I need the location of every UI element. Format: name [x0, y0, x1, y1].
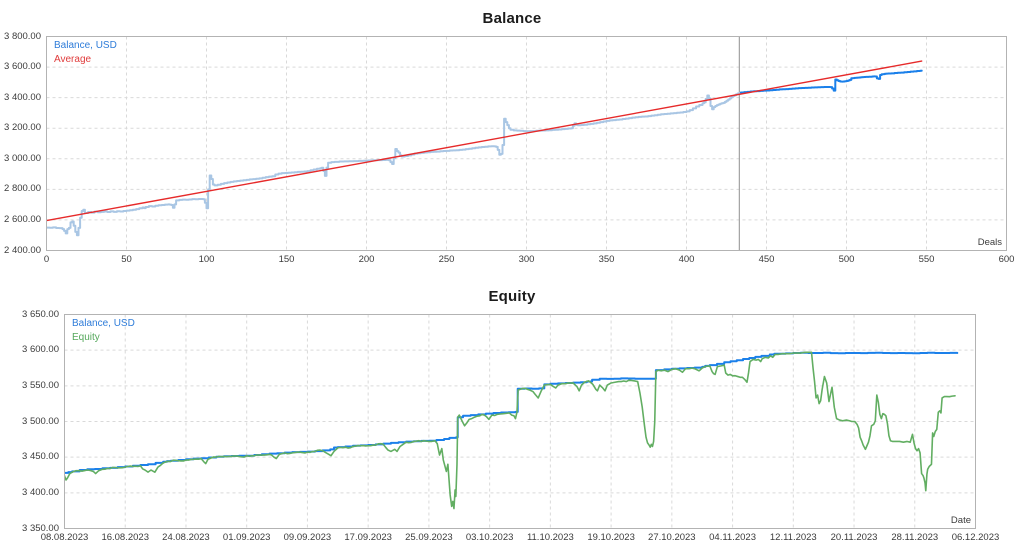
x-tick-label: 28.11.2023 [891, 532, 939, 543]
balance-plot [46, 36, 1007, 251]
equity-chart-title: Equity [488, 288, 536, 305]
balance-legend: Balance, USD Average [54, 39, 117, 67]
y-tick-label: 3 350.00 [22, 522, 59, 534]
series-equity [64, 351, 956, 510]
x-tick-label: 12.11.2023 [769, 532, 817, 543]
x-tick-label: 16.08.2023 [101, 532, 149, 543]
equity-plot [64, 314, 976, 529]
x-tick-label: 27.10.2023 [648, 532, 696, 543]
x-tick-label: 600 [998, 254, 1015, 265]
x-tick-label: 550 [918, 254, 935, 265]
y-tick-label: 2 800.00 [4, 183, 41, 195]
x-tick-label: 03.10.2023 [465, 532, 514, 543]
x-tick-label: 24.08.2023 [162, 532, 210, 543]
x-tick-label: 25.09.2023 [405, 532, 453, 543]
y-tick-label: 3 400.00 [4, 91, 41, 103]
series-average [46, 60, 923, 222]
y-tick-label: 3 500.00 [22, 415, 59, 427]
series-balance-forward [739, 69, 923, 94]
y-tick-label: 2 400.00 [4, 244, 41, 256]
x-tick-label: 500 [838, 254, 855, 265]
y-tick-label: 2 600.00 [4, 213, 41, 225]
legend-item-average: Average [54, 54, 92, 65]
date-axis-label: Date [950, 515, 971, 526]
y-tick-label: 3 550.00 [22, 379, 59, 391]
y-tick-label: 3 000.00 [4, 152, 41, 164]
x-tick-label: 50 [121, 254, 132, 265]
x-tick-label: 06.12.2023 [951, 532, 1000, 543]
x-tick-label: 19.10.2023 [587, 532, 635, 543]
y-tick-label: 3 650.00 [22, 308, 59, 320]
x-tick-label: 300 [518, 254, 535, 265]
x-tick-label: 100 [198, 254, 215, 265]
plot-border [46, 36, 1007, 251]
legend-item-equity: Equity [72, 332, 100, 343]
equity-legend: Balance, USD Equity [72, 317, 135, 345]
x-tick-label: 450 [758, 254, 775, 265]
x-tick-label: 0 [43, 254, 50, 265]
x-tick-label: 08.08.2023 [40, 532, 89, 543]
y-tick-label: 3 600.00 [22, 344, 59, 356]
x-tick-label: 11.10.2023 [526, 532, 574, 543]
balance-chart-title: Balance [482, 10, 542, 27]
legend-item-balance-usd: Balance, USD [54, 40, 117, 51]
legend-item-balance-usd: Balance, USD [72, 318, 135, 329]
y-tick-label: 3 200.00 [4, 122, 41, 134]
x-tick-label: 250 [438, 254, 455, 265]
x-tick-label: 09.09.2023 [283, 532, 332, 543]
x-tick-label: 200 [358, 254, 375, 265]
deals-axis-label: Deals [977, 237, 1002, 248]
y-tick-label: 3 400.00 [22, 486, 59, 498]
x-tick-label: 04.11.2023 [709, 532, 756, 543]
y-tick-label: 3 600.00 [4, 61, 41, 73]
plot-border [64, 314, 976, 529]
series-balance [64, 351, 959, 474]
x-tick-label: 400 [678, 254, 695, 265]
x-tick-label: 17.09.2023 [344, 532, 392, 543]
x-tick-label: 20.11.2023 [830, 532, 878, 543]
y-tick-label: 3 450.00 [22, 451, 59, 463]
y-tick-label: 3 800.00 [4, 30, 41, 42]
x-tick-label: 350 [598, 254, 615, 265]
x-tick-label: 01.09.2023 [222, 532, 271, 543]
series-balance-backtest [46, 91, 742, 237]
x-tick-label: 150 [278, 254, 295, 265]
